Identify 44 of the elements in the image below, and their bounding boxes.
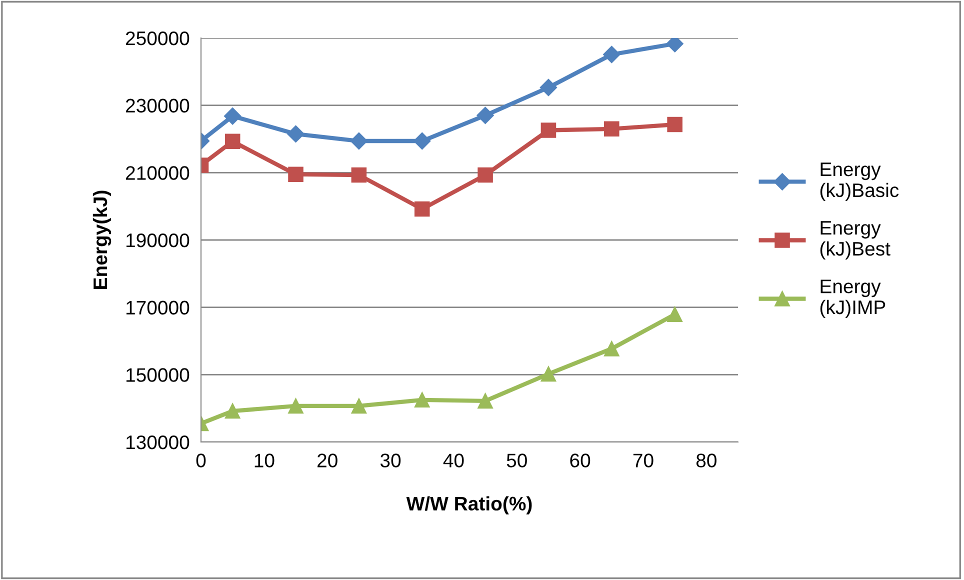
point xyxy=(414,392,430,408)
y-tick-label: 170000 xyxy=(126,300,190,315)
point xyxy=(287,125,304,142)
point xyxy=(288,398,304,414)
point xyxy=(603,46,620,64)
point xyxy=(478,393,493,409)
legend-label: Energy (kJ)Basic xyxy=(820,162,899,202)
x-tick-label: 60 xyxy=(570,454,590,468)
point xyxy=(224,403,240,419)
x-tick-label: 0 xyxy=(196,454,206,468)
y-tick-label: 210000 xyxy=(126,166,190,180)
y-tick-label: 230000 xyxy=(126,98,190,113)
point xyxy=(224,134,240,149)
x-tick-label: 40 xyxy=(443,454,464,468)
x-tick-label: 20 xyxy=(318,454,338,468)
point xyxy=(351,398,367,414)
point xyxy=(667,116,682,132)
point xyxy=(414,201,430,217)
point xyxy=(540,366,556,382)
point xyxy=(414,132,431,150)
point xyxy=(540,122,556,138)
y-tick-label: 250000 xyxy=(126,31,190,46)
x-tick-label: 10 xyxy=(254,454,274,468)
x-tick-label: 80 xyxy=(696,454,716,468)
point xyxy=(224,108,242,125)
x-tick-label: 30 xyxy=(380,454,401,468)
y-tick-label: 130000 xyxy=(126,435,190,450)
point xyxy=(604,121,620,137)
x-tick-label: 50 xyxy=(506,454,527,468)
point xyxy=(288,166,304,182)
y-tick-label: 190000 xyxy=(126,233,190,248)
point xyxy=(350,132,368,150)
point xyxy=(667,306,682,322)
point xyxy=(478,167,493,183)
x-tick-label: 70 xyxy=(633,454,654,468)
point xyxy=(540,78,558,96)
legend-label: Energy (kJ)Best xyxy=(820,221,890,260)
point xyxy=(476,106,494,124)
x-axis-title: W/W Ratio(%) xyxy=(406,496,532,514)
y-axis-title: Energy(kJ) xyxy=(92,190,112,289)
point xyxy=(604,341,620,356)
point xyxy=(351,167,367,183)
legend-label: Energy (kJ)IMP xyxy=(820,280,886,318)
y-tick-label: 150000 xyxy=(126,368,190,382)
